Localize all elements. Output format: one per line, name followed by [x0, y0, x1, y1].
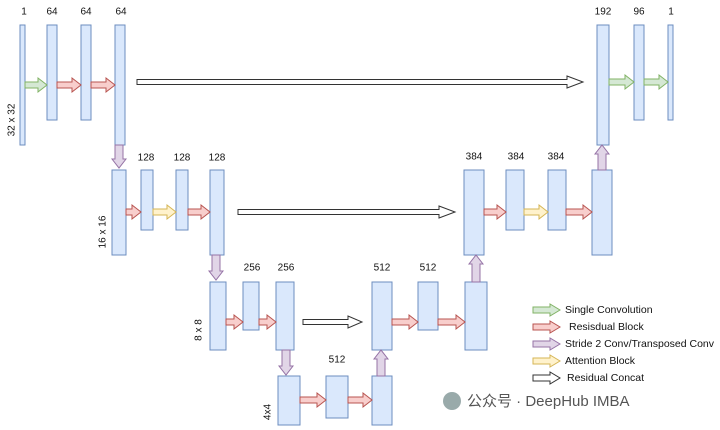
channel-label: 128: [209, 153, 226, 164]
size-label: 16 x 16: [98, 215, 109, 248]
channel-label: 256: [244, 263, 261, 274]
arrow: [565, 203, 593, 221]
arrow: [532, 303, 561, 317]
feature-block: [209, 281, 227, 351]
channel-label: 384: [548, 152, 565, 163]
channel-label: 1: [668, 7, 674, 18]
arrow: [187, 203, 211, 221]
channel-label: 64: [115, 7, 127, 18]
feature-block: [19, 24, 26, 146]
arrow: [593, 144, 611, 171]
arrow: [608, 73, 635, 91]
channel-label: 256: [278, 263, 295, 274]
arrow: [110, 144, 128, 169]
arrow: [152, 203, 177, 221]
channel-label: 192: [595, 7, 612, 18]
channel-label: 128: [138, 153, 155, 164]
feature-block: [111, 169, 127, 256]
arrow: [467, 254, 485, 283]
legend-label: Attention Block: [565, 355, 636, 367]
feature-block: [464, 281, 488, 351]
arrow: [347, 391, 373, 409]
arrow: [258, 313, 277, 331]
watermark: 公众号 · DeepHub IMBA: [467, 393, 630, 410]
channel-label: 512: [374, 263, 391, 274]
channel-label: 384: [508, 152, 525, 163]
arrow: [532, 337, 561, 351]
arrow: [532, 371, 561, 385]
feature-block: [242, 281, 260, 331]
legend-label: Residual Concat: [567, 372, 644, 384]
arrow: [643, 73, 669, 91]
feature-block: [140, 169, 154, 231]
feature-block: [547, 169, 567, 231]
arrow: [237, 205, 457, 219]
channel-label: 384: [466, 152, 483, 163]
feature-block: [667, 24, 674, 121]
legend-label: Single Convolution: [565, 304, 653, 316]
feature-block: [371, 281, 393, 351]
feature-block: [505, 169, 525, 231]
channel-label: 1: [21, 7, 27, 18]
watermark-icon: [443, 392, 461, 410]
channel-label: 512: [329, 355, 346, 366]
arrow: [277, 349, 295, 376]
arrow: [136, 75, 585, 89]
feature-block: [371, 375, 393, 426]
feature-block: [463, 169, 485, 256]
feature-block: [46, 24, 58, 121]
arrow: [532, 320, 561, 334]
arrow: [437, 313, 466, 331]
feature-block: [633, 24, 645, 121]
blocks: [19, 24, 674, 426]
feature-block: [114, 24, 126, 146]
arrow: [225, 313, 244, 331]
legend-label: Stride 2 Conv/Transposed Conv: [565, 338, 715, 350]
arrow: [391, 313, 419, 331]
feature-block: [209, 169, 225, 256]
arrows: [24, 73, 669, 409]
feature-block: [325, 375, 349, 419]
arrow: [523, 203, 549, 221]
arrow: [532, 354, 561, 368]
feature-block: [596, 24, 610, 146]
channel-label: 64: [46, 7, 58, 18]
legend-label: Resisdual Block: [569, 321, 644, 333]
channel-label: 64: [80, 7, 92, 18]
arrow: [483, 203, 507, 221]
channel-label: 96: [633, 7, 645, 18]
arrow: [56, 76, 82, 94]
feature-block: [275, 281, 295, 351]
size-label: 8 x 8: [194, 319, 205, 341]
channel-label: 128: [174, 153, 191, 164]
size-label: 32 x 32: [7, 103, 18, 136]
size-label: 4x4: [263, 404, 274, 421]
feature-block: [277, 375, 301, 426]
arrow: [125, 203, 142, 221]
feature-block: [175, 169, 189, 231]
feature-block: [591, 169, 613, 256]
arrow: [302, 315, 364, 329]
arrow: [372, 349, 390, 377]
arrow: [299, 391, 327, 409]
arrow: [24, 76, 48, 94]
feature-block: [417, 281, 439, 331]
feature-block: [80, 24, 92, 121]
arrow: [90, 76, 116, 94]
channel-label: 512: [420, 263, 437, 274]
arrow: [207, 254, 225, 281]
